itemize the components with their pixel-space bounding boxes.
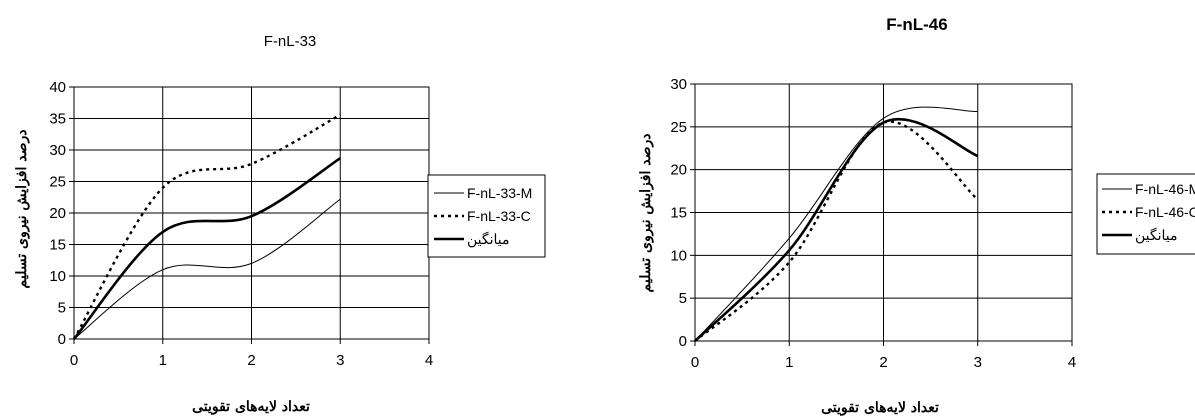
- series-line--: [694, 117, 979, 342]
- legend-entry-1: F-nL-46-C: [1135, 204, 1195, 220]
- y-tick-label: 10: [49, 268, 66, 285]
- y-tick-label: 20: [670, 162, 687, 179]
- legend-entry-0: F-nL-46-M: [1135, 181, 1195, 197]
- x-tick-label: 0: [691, 354, 699, 371]
- y-tick-label: 35: [49, 111, 66, 128]
- series-line--: [72, 157, 342, 340]
- x-tick-label: 3: [336, 352, 344, 369]
- x-tick-label: 0: [70, 352, 78, 369]
- y-tick-label: 30: [670, 76, 687, 93]
- series-line-f-nl-46-m: [694, 106, 978, 342]
- x-tick-label: 3: [974, 354, 982, 371]
- x-tick-label: 1: [159, 352, 167, 369]
- series-line-f-nl-33-m: [73, 198, 341, 340]
- legend-box: [427, 174, 546, 258]
- x-tick-label: 4: [1068, 354, 1076, 371]
- y-axis-label: درصد افزایش نیروی تسلیم: [638, 134, 654, 293]
- chart-title: F-nL-33: [264, 33, 317, 50]
- y-tick-label: 20: [49, 205, 66, 222]
- plot-area: 0 5 10 15 20 25 30 0 1 2 3 4: [670, 76, 1076, 371]
- series-line-f-nl-46-c: [694, 120, 979, 342]
- legend: F-nL-46-M F-nL-46-C میانگین: [1096, 173, 1195, 255]
- y-tick-label: 5: [58, 300, 66, 317]
- x-axis-label: تعداد لایه‌های تقویتی: [821, 400, 939, 416]
- y-tick-label: 0: [58, 331, 66, 348]
- x-tick-label: 2: [247, 352, 255, 369]
- y-axis-label: درصد افزایش نیروی تسلیم: [14, 130, 30, 289]
- y-tick-label: 15: [670, 205, 687, 222]
- y-tick-label: 25: [670, 119, 687, 136]
- y-tick-label: 15: [49, 237, 66, 254]
- series-line-f-nl-33-c: [72, 113, 341, 340]
- chart-f-nl-46: F-nL-46 درصد افزایش نیروی تسلیم تعداد لا…: [638, 15, 1195, 416]
- x-axis-label: تعداد لایه‌های تقویتی: [192, 399, 310, 415]
- chart-f-nl-33: F-nL-33 درصد افزایش نیروی تسلیم تعداد لا…: [14, 33, 546, 415]
- x-tick-label: 4: [425, 352, 433, 369]
- legend-entry-0: F-nL-33-M: [467, 185, 532, 201]
- y-tick-label: 25: [49, 174, 66, 191]
- plot-area: 0 5 10 15 20 25 30 35 40 0 1 2 3 4: [49, 79, 433, 369]
- legend: F-nL-33-M F-nL-33-C میانگین: [427, 174, 546, 258]
- legend-entry-2: میانگین: [467, 231, 510, 248]
- y-tick-label: 0: [679, 333, 687, 350]
- y-tick-label: 10: [670, 247, 687, 264]
- y-tick-label: 40: [49, 79, 66, 96]
- x-tick-label: 2: [879, 354, 887, 371]
- legend-box: [1096, 173, 1195, 255]
- legend-entry-1: F-nL-33-C: [467, 208, 531, 224]
- y-tick-label: 5: [679, 290, 687, 307]
- y-tick-label: 30: [49, 142, 66, 159]
- legend-entry-2: میانگین: [1135, 227, 1178, 244]
- x-tick-label: 1: [785, 354, 793, 371]
- chart-title: F-nL-46: [886, 15, 947, 34]
